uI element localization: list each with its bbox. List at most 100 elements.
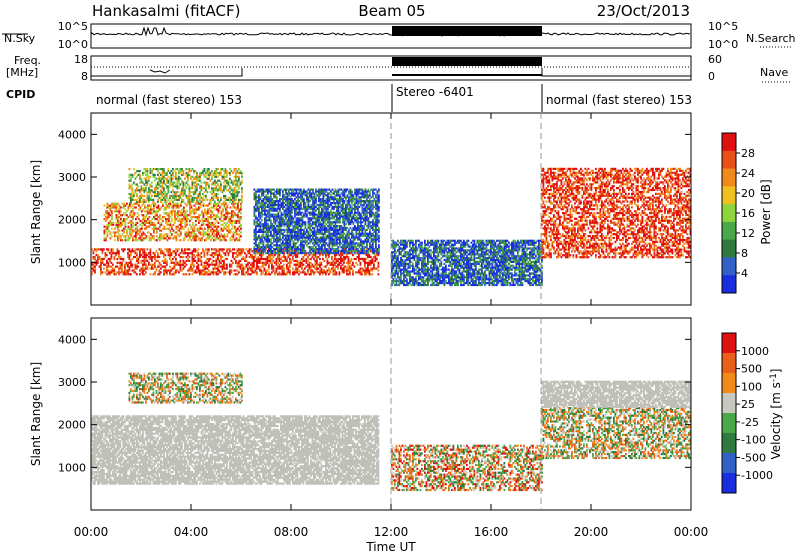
power-cell — [179, 269, 182, 272]
power-cell — [280, 225, 283, 228]
power-cell — [231, 212, 233, 215]
power-cell — [239, 248, 242, 251]
power-cell — [251, 271, 254, 274]
power-cell — [144, 216, 146, 219]
power-cell — [352, 269, 354, 272]
power-cell — [161, 177, 164, 180]
power-cell — [253, 230, 256, 233]
power-cell — [276, 232, 278, 235]
power-cell — [310, 198, 313, 201]
power-cell — [141, 204, 143, 207]
power-cell — [244, 267, 246, 270]
power-cell — [354, 225, 356, 228]
power-cell — [340, 267, 342, 270]
power-cell — [329, 271, 332, 274]
power-cell — [157, 191, 159, 194]
power-cell — [268, 230, 271, 233]
power-cell — [195, 202, 197, 205]
power-cell — [168, 223, 170, 226]
power-cell — [328, 219, 331, 222]
power-cell — [268, 246, 271, 249]
power-cell — [106, 273, 108, 276]
power-cell — [166, 193, 168, 196]
power-cell — [295, 246, 298, 249]
power-cell — [103, 214, 106, 217]
power-cell — [131, 263, 134, 266]
power-cell — [154, 191, 156, 194]
power-cell — [236, 250, 239, 253]
power-cell — [223, 177, 225, 180]
power-cell — [187, 175, 189, 178]
power-cell — [158, 185, 161, 188]
power-cell — [170, 181, 173, 184]
power-cell — [259, 188, 262, 191]
power-cell — [186, 204, 188, 207]
power-cell — [288, 209, 290, 212]
power-cell — [333, 230, 335, 233]
power-cell — [241, 265, 243, 268]
power-cell — [134, 189, 137, 192]
power-cell — [271, 263, 273, 266]
power-cell — [312, 248, 314, 251]
power-cell — [346, 221, 349, 224]
power-cell — [261, 248, 263, 251]
power-cell — [374, 259, 377, 262]
power-cell — [285, 236, 287, 239]
power-cell — [134, 177, 137, 180]
power-cell — [301, 242, 304, 245]
power-cell — [109, 273, 111, 276]
power-cell — [336, 190, 338, 193]
power-cell — [334, 190, 337, 193]
power-cell — [190, 191, 192, 194]
power-cell — [127, 206, 130, 209]
power-cell — [145, 214, 148, 217]
power-cell — [302, 255, 305, 259]
power-cell — [104, 255, 107, 259]
power-cell — [245, 259, 248, 262]
power-cell — [319, 261, 321, 264]
power-cell — [298, 263, 300, 266]
power-cell — [300, 205, 302, 208]
power-cell — [129, 233, 131, 236]
power-cell — [359, 250, 362, 253]
power-cell — [143, 177, 146, 180]
power-cell — [193, 191, 195, 194]
power-cell — [186, 214, 188, 217]
power-cell — [281, 273, 284, 276]
power-cell — [118, 204, 121, 207]
power-cell — [319, 236, 322, 239]
power-cell — [131, 269, 134, 272]
power-cell — [171, 219, 173, 223]
power-cell — [238, 198, 240, 201]
power-cell — [97, 261, 99, 264]
power-cell — [259, 236, 262, 239]
power-cell — [283, 196, 286, 199]
power-cell — [181, 200, 183, 203]
power-cell — [310, 207, 313, 210]
power-cell — [150, 219, 152, 223]
power-cell — [157, 216, 160, 219]
power-cell — [222, 227, 224, 230]
power-cell — [325, 250, 328, 253]
power-cell — [314, 263, 317, 266]
power-cell — [276, 192, 278, 195]
power-cell — [182, 267, 185, 270]
power-cell — [172, 223, 175, 226]
power-cell — [103, 233, 106, 236]
power-cell — [262, 188, 265, 191]
power-cell — [136, 175, 138, 178]
power-cell — [291, 192, 293, 195]
power-cell — [226, 214, 229, 217]
power-cell — [146, 196, 149, 199]
power-cell — [155, 183, 158, 186]
power-cell — [256, 265, 258, 268]
power-cell — [233, 187, 236, 190]
power-cell — [303, 213, 305, 216]
power-cell — [191, 185, 194, 188]
power-cell — [289, 250, 291, 253]
power-cell — [340, 196, 343, 199]
power-cell — [202, 250, 204, 253]
power-cell — [204, 204, 206, 207]
power-cell — [208, 170, 210, 173]
power-cell — [289, 196, 292, 199]
